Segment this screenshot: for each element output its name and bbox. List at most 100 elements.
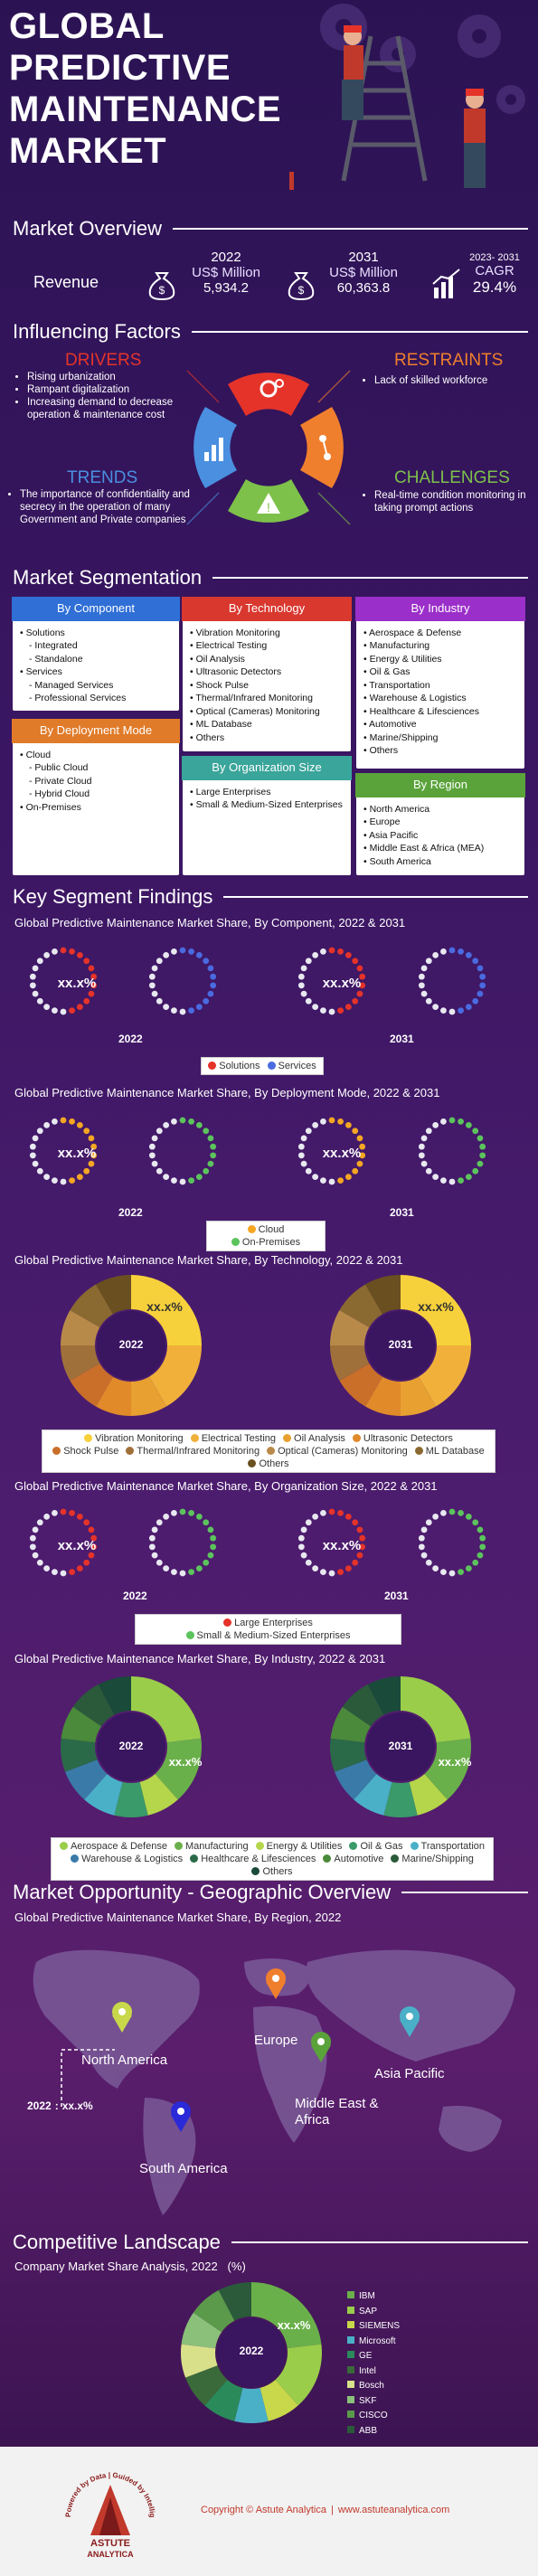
ring-dot: [297, 982, 305, 989]
ring-dot: [207, 990, 214, 997]
ring-dot: [345, 1004, 352, 1011]
ring-dot: [32, 1552, 39, 1559]
ring-dot: [148, 973, 156, 980]
legend-entry: IBM: [347, 2289, 400, 2305]
ring-dot: [207, 1135, 214, 1142]
donut-slice: [367, 1676, 401, 1715]
legend-label: Bosch: [359, 2381, 384, 2391]
donut-slice: [339, 1284, 382, 1327]
legend-label: CISCO: [359, 2411, 388, 2420]
ring-dot: [83, 958, 90, 965]
ring-dot: [43, 951, 51, 958]
donut-slice: [401, 1275, 471, 1345]
ring-dot: [69, 1007, 75, 1014]
segment-item: Hybrid Cloud: [20, 788, 174, 801]
ring-dot: [359, 1543, 366, 1551]
ring-dot: [320, 1007, 326, 1014]
legend-swatch: [84, 1434, 93, 1442]
legend-entry: SAP: [347, 2305, 400, 2320]
ring-dot: [32, 1526, 39, 1533]
ring-dot: [312, 951, 319, 958]
ring-dot: [148, 1152, 156, 1159]
ring-dot: [312, 1565, 319, 1572]
legend-label: Oil & Gas: [360, 1841, 403, 1852]
ring-dot: [90, 1152, 98, 1159]
donut-slice: [234, 2387, 269, 2423]
competitive-subtitle: Company Market Share Analysis, 2022 (%): [14, 2260, 246, 2273]
website-link[interactable]: www.astuteanalytica.com: [337, 2505, 450, 2515]
donut-slice: [330, 1345, 370, 1381]
ring-dot: [171, 1118, 177, 1125]
ring-dot: [479, 1152, 486, 1159]
segment-technology: By Technology Vibration MonitoringElectr…: [182, 597, 352, 751]
cagr-years: 2023- 2031: [469, 252, 520, 263]
ring-dot: [345, 1121, 352, 1128]
legend-label: Intel: [359, 2365, 376, 2376]
hero-title-line: MAINTENANCE: [9, 90, 282, 129]
ring-dot: [76, 1121, 83, 1128]
year-label: 2031: [390, 1206, 414, 1219]
year-label: 2022: [118, 1206, 143, 1219]
copyright-text: Copyright © Astute Analytica: [201, 2505, 326, 2515]
ring-dot: [163, 1004, 170, 1011]
ring-dot: [320, 1177, 326, 1184]
map-pin-icon: [311, 2032, 331, 2062]
ring-dot: [418, 982, 425, 989]
ring-dot: [171, 1007, 177, 1014]
ring-dot: [60, 1117, 67, 1124]
callout-separator: :: [54, 2099, 59, 2112]
ring-dot: [60, 1570, 67, 1577]
legend-swatch: [414, 1447, 423, 1455]
ring-dot: [88, 1160, 95, 1167]
ring-dot: [151, 990, 158, 997]
chart-title-technology: Global Predictive Maintenance Market Sha…: [14, 1253, 403, 1267]
ring-dot: [163, 1174, 170, 1181]
ring-dot: [69, 1569, 75, 1576]
donut-slice: [354, 1773, 392, 1816]
hero-title-line: MARKET: [9, 131, 167, 171]
ring-dot: [477, 1135, 484, 1142]
legend-entry: Electrical Testing: [190, 1433, 276, 1444]
ring-dot: [359, 1152, 366, 1159]
callout-year: 2022: [27, 2099, 52, 2112]
ring-dot: [151, 1160, 158, 1167]
donut-slice: [251, 2282, 322, 2349]
ring-dot: [207, 1552, 214, 1559]
ring-dot: [356, 1135, 363, 1142]
donut-slice: [61, 1345, 100, 1381]
segment-item: Warehouse & Logistics: [363, 692, 519, 705]
ring-dot: [458, 1509, 464, 1516]
donut-slice: [61, 1310, 100, 1345]
ring-dot: [148, 982, 156, 989]
segment-heading: By Deployment Mode: [12, 719, 180, 743]
ring-dot: [472, 958, 479, 965]
dotted-ring-chart: [297, 1117, 366, 1185]
ring-dot: [448, 1178, 456, 1185]
ring-dot: [43, 1513, 51, 1520]
segment-component: By Component SolutionsIntegratedStandalo…: [12, 597, 180, 711]
segment-heading: By Technology: [182, 597, 352, 621]
legend-entry: On-Premises: [231, 1237, 300, 1248]
legend-entry: Optical (Cameras) Monitoring: [267, 1446, 408, 1457]
region-label-eu: Europe: [254, 2033, 298, 2048]
ring-dot: [43, 1121, 51, 1128]
segment-item: Europe: [363, 816, 519, 829]
ring-dot: [312, 1513, 319, 1520]
dotted-ring-chart: [297, 1508, 366, 1577]
segment-item: Large Enterprises: [190, 786, 345, 799]
legend-label: Large Enterprises: [234, 1618, 313, 1628]
legend-swatch: [347, 2321, 354, 2328]
share-placeholder: xx.x%: [322, 976, 362, 991]
legend-entry: Ultrasonic Detectors: [352, 1433, 453, 1444]
segment-list: North AmericaEuropeAsia PacificMiddle Ea…: [356, 797, 524, 874]
ring-dot: [52, 1177, 58, 1184]
donut-center-year: 2022: [239, 2345, 264, 2357]
ring-dot: [300, 1526, 307, 1533]
ring-dot: [163, 1121, 170, 1128]
ring-dot: [29, 1152, 36, 1159]
ring-dot: [420, 965, 428, 972]
chart-title-component: Global Predictive Maintenance Market Sha…: [14, 916, 406, 929]
ring-dot: [479, 1143, 486, 1150]
ring-dot: [148, 1143, 156, 1150]
